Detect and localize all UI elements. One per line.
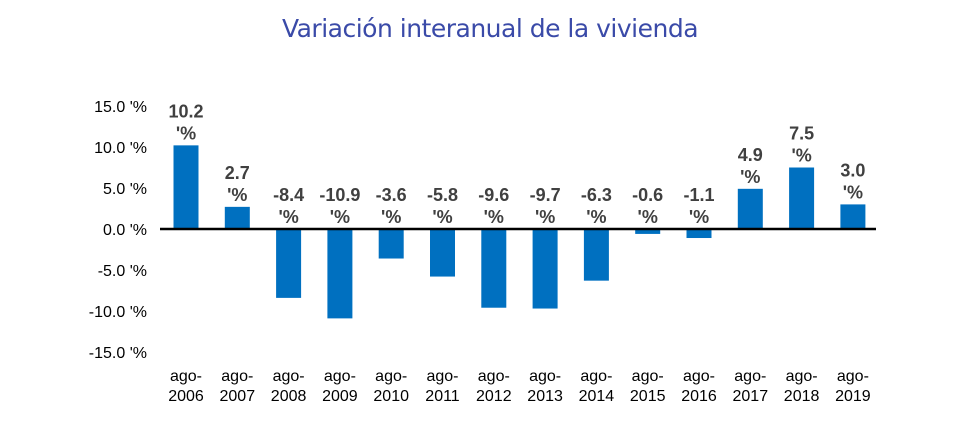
- data-label-unit: '%: [638, 207, 658, 227]
- data-label-unit: '%: [484, 207, 504, 227]
- bar: [635, 229, 661, 234]
- x-tick-label-year: 2009: [322, 388, 358, 405]
- x-tick-label-year: 2019: [835, 388, 871, 405]
- x-tick-label-month: ago-: [683, 368, 715, 385]
- data-label-value: 2.7: [225, 163, 250, 183]
- x-tick-label-year: 2006: [168, 388, 204, 405]
- x-tick-label-month: ago-: [324, 368, 356, 385]
- data-label-value: -0.6: [632, 185, 663, 205]
- bar: [583, 229, 609, 281]
- bar: [789, 167, 815, 229]
- x-tick-label-month: ago-: [580, 368, 612, 385]
- bar: [840, 204, 866, 229]
- data-label-value: 7.5: [789, 124, 814, 144]
- y-tick-label: -10.0 '%: [89, 304, 147, 321]
- data-label-unit: '%: [278, 207, 298, 227]
- x-tick-label-year: 2007: [220, 388, 256, 405]
- data-label-unit: '%: [535, 207, 555, 227]
- data-label-value: -9.7: [530, 185, 561, 205]
- chart-title: Variación interanual de la vivienda: [281, 14, 699, 43]
- data-label-value: -10.9: [319, 185, 360, 205]
- x-tick-label-month: ago-: [375, 368, 407, 385]
- data-label-unit: '%: [586, 207, 606, 227]
- x-tick-label-month: ago-: [170, 368, 202, 385]
- x-tick-label-month: ago-: [734, 368, 766, 385]
- bar: [686, 229, 712, 239]
- x-tick-label-year: 2016: [681, 388, 717, 405]
- bar: [378, 229, 404, 259]
- x-tick-label-year: 2018: [784, 388, 820, 405]
- data-label-unit: '%: [381, 207, 401, 227]
- data-label-unit: '%: [689, 207, 709, 227]
- data-label-value: -6.3: [581, 185, 612, 205]
- data-label-unit: '%: [330, 207, 350, 227]
- y-tick-label: 10.0 '%: [94, 140, 147, 157]
- data-label-unit: '%: [740, 167, 760, 187]
- data-label-value: -5.8: [427, 185, 458, 205]
- data-label-value: -1.1: [683, 185, 714, 205]
- x-tick-label-month: ago-: [529, 368, 561, 385]
- x-tick-label-year: 2017: [733, 388, 769, 405]
- data-label-value: 4.9: [738, 145, 763, 165]
- data-label-value: -8.4: [273, 185, 304, 205]
- data-label-unit: '%: [227, 185, 247, 205]
- bar: [327, 229, 353, 319]
- x-tick-label-month: ago-: [837, 368, 869, 385]
- x-tick-label-year: 2011: [425, 388, 460, 405]
- x-tick-label-month: ago-: [426, 368, 458, 385]
- data-label-unit: '%: [791, 146, 811, 166]
- x-tick-label-year: 2012: [476, 388, 512, 405]
- bar: [532, 229, 558, 309]
- data-label-unit: '%: [176, 123, 196, 143]
- bar: [481, 229, 507, 308]
- x-tick-label-month: ago-: [478, 368, 510, 385]
- bar: [430, 229, 455, 277]
- x-tick-label-year: 2014: [579, 388, 615, 405]
- x-tick-label-month: ago-: [221, 368, 253, 385]
- bar: [276, 229, 302, 298]
- y-tick-label: 0.0 '%: [103, 222, 147, 239]
- y-tick-label: 5.0 '%: [103, 181, 147, 198]
- x-tick-label-year: 2015: [630, 388, 666, 405]
- data-label-value: 3.0: [840, 160, 865, 180]
- data-label-unit: '%: [843, 182, 863, 202]
- data-label-value: 10.2: [168, 101, 203, 121]
- x-tick-label-year: 2010: [373, 388, 409, 405]
- data-label-value: -3.6: [376, 185, 407, 205]
- bar: [224, 206, 250, 229]
- bar: [737, 188, 763, 229]
- data-label-value: -9.6: [478, 185, 509, 205]
- x-tick-label-month: ago-: [786, 368, 818, 385]
- y-tick-label: -15.0 '%: [89, 345, 147, 362]
- x-tick-label-year: 2013: [527, 388, 563, 405]
- x-tick-label-month: ago-: [273, 368, 305, 385]
- y-tick-label: 15.0 '%: [94, 99, 147, 116]
- data-label-unit: '%: [432, 207, 452, 227]
- x-tick-label-month: ago-: [632, 368, 664, 385]
- y-tick-label: -5.0 '%: [98, 263, 147, 280]
- x-tick-label-year: 2008: [271, 388, 307, 405]
- bar: [173, 145, 199, 229]
